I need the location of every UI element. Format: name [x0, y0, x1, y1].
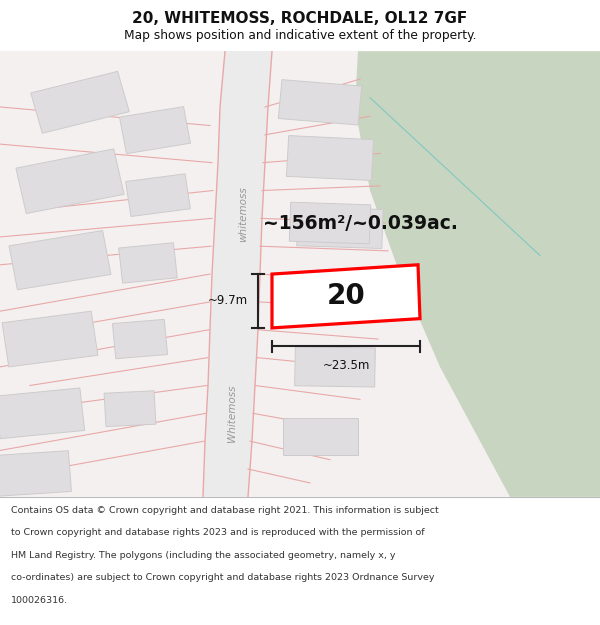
Text: co-ordinates) are subject to Crown copyright and database rights 2023 Ordnance S: co-ordinates) are subject to Crown copyr…: [11, 573, 434, 582]
Text: ~23.5m: ~23.5m: [322, 359, 370, 372]
Text: whitemoss: whitemoss: [238, 186, 248, 242]
Text: HM Land Registry. The polygons (including the associated geometry, namely x, y: HM Land Registry. The polygons (includin…: [11, 551, 395, 560]
Polygon shape: [125, 174, 190, 216]
Polygon shape: [295, 347, 376, 387]
Text: 20: 20: [326, 282, 365, 311]
Polygon shape: [203, 51, 272, 497]
Text: Map shows position and indicative extent of the property.: Map shows position and indicative extent…: [124, 29, 476, 42]
Polygon shape: [119, 107, 190, 154]
Polygon shape: [104, 391, 156, 427]
Polygon shape: [9, 231, 111, 290]
Polygon shape: [119, 242, 178, 283]
Polygon shape: [0, 388, 85, 439]
Polygon shape: [278, 79, 362, 125]
Text: to Crown copyright and database rights 2023 and is reproduced with the permissio: to Crown copyright and database rights 2…: [11, 528, 424, 538]
Polygon shape: [283, 418, 358, 455]
Text: Contains OS data © Crown copyright and database right 2021. This information is : Contains OS data © Crown copyright and d…: [11, 506, 439, 515]
Polygon shape: [112, 319, 167, 359]
Text: Whitemoss: Whitemoss: [227, 384, 237, 442]
Polygon shape: [272, 265, 420, 328]
Polygon shape: [355, 51, 600, 497]
Text: 20, WHITEMOSS, ROCHDALE, OL12 7GF: 20, WHITEMOSS, ROCHDALE, OL12 7GF: [133, 11, 467, 26]
Polygon shape: [31, 71, 129, 133]
Text: 100026316.: 100026316.: [11, 596, 68, 604]
Polygon shape: [286, 136, 374, 181]
Polygon shape: [16, 149, 124, 214]
Polygon shape: [2, 311, 98, 367]
Text: ~9.7m: ~9.7m: [208, 294, 248, 308]
Polygon shape: [289, 202, 371, 244]
Polygon shape: [0, 451, 71, 497]
Text: ~156m²/~0.039ac.: ~156m²/~0.039ac.: [263, 214, 457, 232]
Polygon shape: [297, 207, 383, 249]
